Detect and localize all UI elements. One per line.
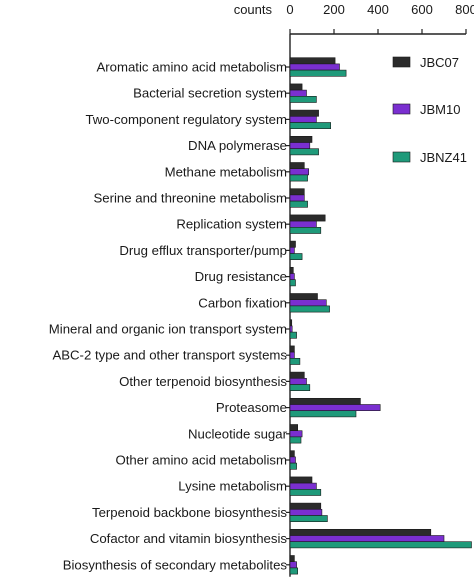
bar-jbc07: [289, 214, 326, 222]
category-label: Drug efflux transporter/pump: [119, 243, 287, 258]
bar-jbm10: [289, 247, 295, 254]
bar-jbc07: [289, 450, 295, 458]
bar-jbm10: [289, 508, 323, 516]
bar-jbm10: [289, 194, 305, 202]
bar-jbc07: [289, 136, 313, 143]
x-tick-label: 600: [411, 2, 433, 17]
x-tick-label: 800: [455, 2, 474, 17]
bar-jbc07: [289, 266, 294, 274]
bar-jbm10: [289, 535, 445, 542]
bar-jbc07: [289, 345, 295, 353]
legend-label-jbm10: JBM10: [420, 102, 460, 117]
category-label: Proteasome: [216, 400, 287, 415]
bar-jbc07: [289, 371, 305, 379]
bar-jbc07: [289, 83, 303, 91]
bar-jbm10: [289, 404, 381, 411]
bar-jbc07: [289, 502, 322, 510]
bar-jbnz41: [289, 122, 332, 129]
bar-jbc07: [289, 293, 318, 300]
bar-jbnz41: [289, 541, 472, 549]
legend-swatch-jbm10: [392, 103, 411, 115]
bar-jbm10: [289, 561, 297, 569]
bar-jbnz41: [289, 200, 308, 208]
category-label: DNA polymerase: [188, 138, 287, 153]
bar-jbnz41: [289, 279, 296, 287]
bar-jbc07: [289, 555, 295, 562]
bar-jbnz41: [289, 174, 308, 182]
legend-swatch-jbnz41: [392, 151, 411, 163]
bar-jbnz41: [289, 331, 297, 339]
category-label: Serine and threonine metabolism: [93, 191, 287, 206]
bar-jbm10: [289, 273, 295, 280]
bar-jbm10: [289, 220, 317, 228]
x-axis-title: counts: [234, 2, 273, 17]
bar-jbnz41: [289, 462, 297, 470]
bar-jbnz41: [289, 148, 319, 156]
bar-jbnz41: [289, 357, 301, 365]
bar-jbc07: [289, 188, 305, 196]
bar-jbc07: [289, 397, 361, 405]
category-label: Replication system: [176, 217, 287, 232]
bar-jbm10: [289, 430, 303, 438]
bar-jbnz41: [289, 253, 303, 260]
bar-jbm10: [289, 377, 307, 385]
bar-jbm10: [289, 351, 295, 359]
category-label: Other amino acid metabolism: [115, 453, 287, 468]
bar-jbnz41: [289, 69, 347, 77]
category-label: Terpenoid backbone biosynthesis: [92, 505, 287, 520]
bar-jbnz41: [289, 436, 302, 444]
category-label: Drug resistance: [195, 269, 287, 284]
bar-jbnz41: [289, 227, 322, 234]
x-tick-label: 400: [367, 2, 389, 17]
legend-label-jbc07: JBC07: [420, 55, 459, 70]
category-label: Cofactor and vitamin biosynthesis: [90, 531, 288, 546]
bar-jbm10: [289, 89, 307, 97]
category-label: Mineral and organic ion transport system: [49, 322, 287, 337]
bar-jbm10: [289, 482, 317, 490]
bar-jbm10: [289, 168, 310, 176]
bar-jbm10: [289, 299, 327, 307]
bar-jbc07: [289, 424, 298, 431]
bar-jbm10: [289, 142, 311, 149]
bar-jbnz41: [289, 410, 357, 418]
bar-jbc07: [289, 162, 305, 169]
category-label: Bacterial secretion system: [133, 86, 287, 101]
bar-jbm10: [289, 116, 317, 123]
bar-jbc07: [289, 109, 319, 117]
x-tick-label: 0: [286, 2, 293, 17]
bar-jbm10: [289, 325, 293, 333]
legend-swatch-jbc07: [392, 56, 411, 68]
category-label: Nucleotide sugar: [188, 426, 288, 441]
category-label: Methane metabolism: [165, 164, 287, 179]
bar-jbnz41: [289, 384, 311, 391]
category-label: Carbon fixation: [198, 295, 287, 310]
category-label: ABC-2 type and other transport systems: [52, 348, 287, 363]
bar-jbc07: [289, 57, 336, 65]
bar-jbnz41: [289, 567, 298, 575]
bar-jbm10: [289, 63, 340, 71]
bar-jbc07: [289, 528, 432, 536]
category-label: Other terpenoid biosynthesis: [119, 374, 287, 389]
category-label: Lysine metabolism: [178, 479, 287, 494]
bar-jbc07: [289, 319, 293, 327]
bar-jbc07: [289, 476, 313, 484]
bar-jbm10: [289, 456, 296, 464]
legend-label-jbnz41: JBNZ41: [420, 150, 467, 165]
bar-jbc07: [289, 240, 296, 248]
category-label: Biosynthesis of secondary metabolites: [63, 557, 288, 572]
bar-jbnz41: [289, 96, 317, 103]
x-tick-label: 200: [323, 2, 345, 17]
bar-jbnz41: [289, 305, 330, 313]
category-label: Two-component regulatory system: [85, 112, 287, 127]
bar-jbnz41: [289, 515, 328, 522]
bar-jbnz41: [289, 488, 322, 496]
category-label: Aromatic amino acid metabolism: [96, 60, 287, 75]
